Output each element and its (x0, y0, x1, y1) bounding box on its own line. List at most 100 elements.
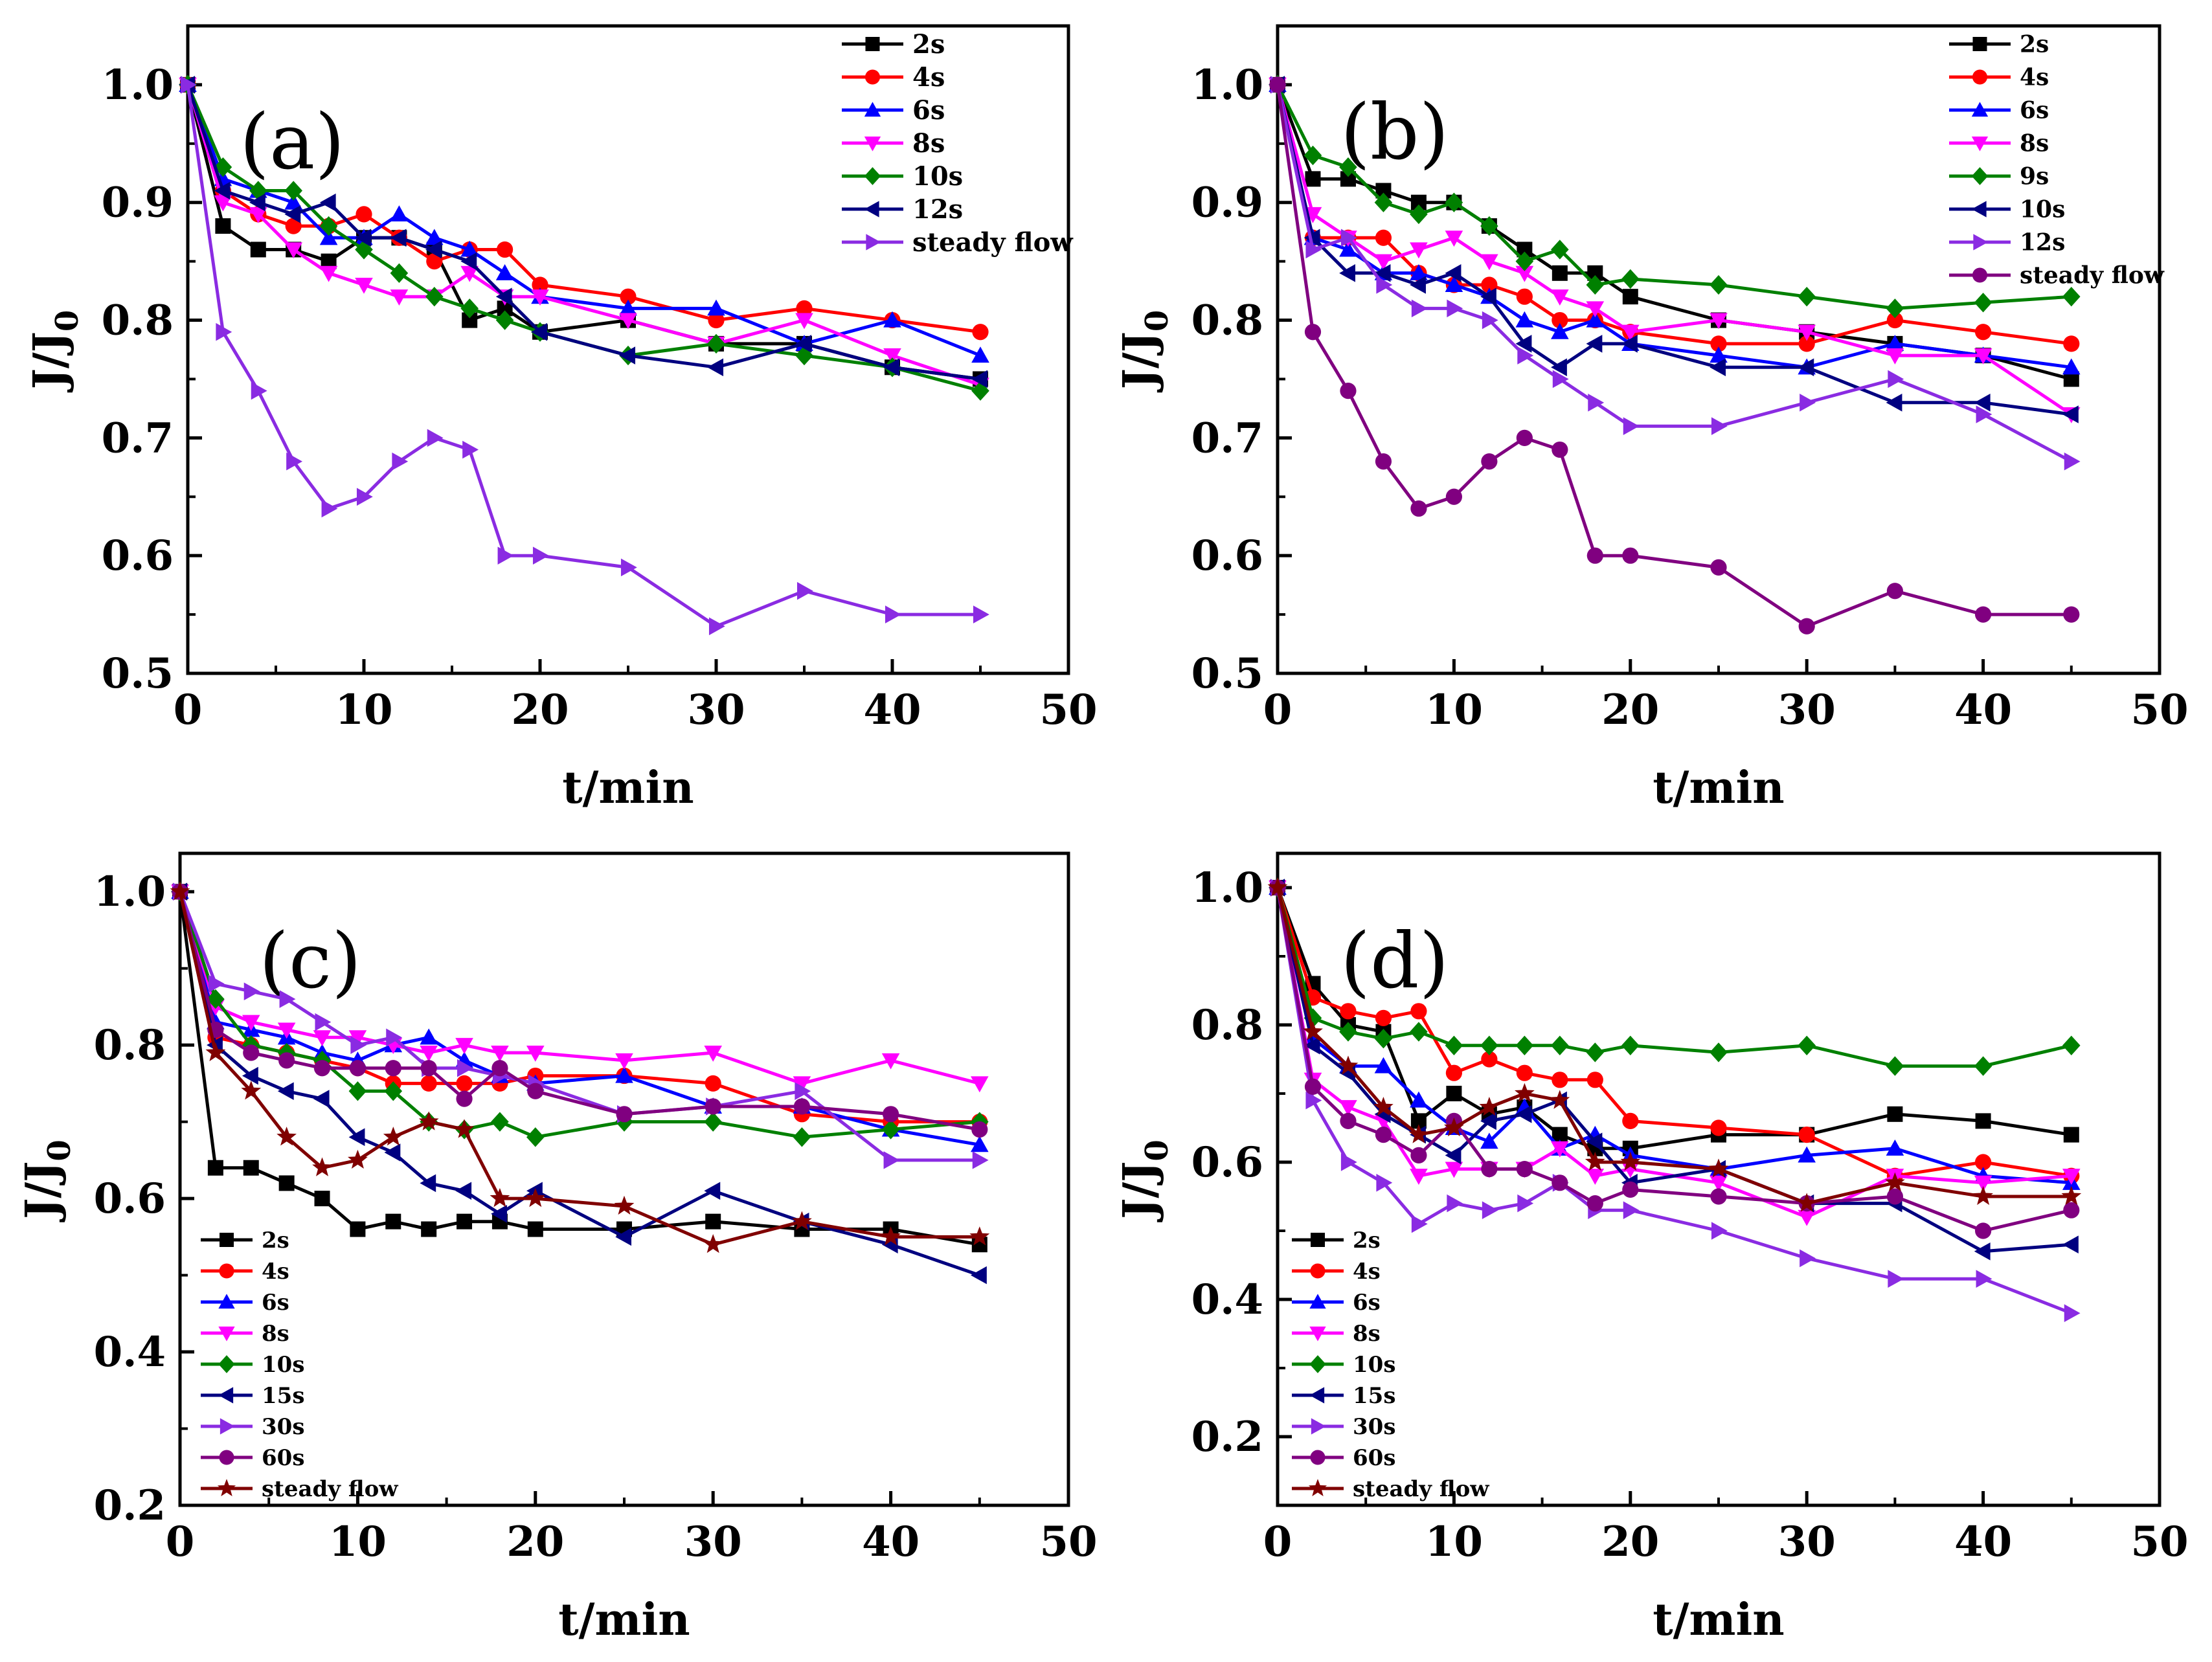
data-point (881, 1226, 901, 1246)
y-axis-title: J/J0 (16, 1140, 78, 1222)
data-point (1886, 1140, 1904, 1156)
data-point (2062, 405, 2079, 423)
legend-marker (218, 1387, 234, 1404)
legend-label: 8s (912, 128, 945, 159)
data-point (1976, 405, 1992, 423)
data-point (1888, 1270, 1904, 1288)
data-point (1410, 1147, 1427, 1163)
legend-label: 30s (262, 1414, 304, 1440)
data-point (703, 1234, 723, 1253)
data-point (1710, 1119, 1727, 1136)
data-point (1373, 1097, 1394, 1116)
data-point (1517, 346, 1534, 365)
data-point (1975, 1113, 1991, 1129)
data-point (460, 298, 479, 319)
data-point (1411, 1215, 1428, 1233)
data-point (1586, 311, 1605, 328)
legend-marker (864, 69, 881, 85)
data-point (1340, 1003, 1357, 1020)
data-point (616, 1106, 633, 1123)
series-line (1276, 887, 2072, 1178)
panel-label: (d) (1340, 916, 1449, 1005)
data-point (1482, 1201, 1498, 1219)
legend-label: 2s (912, 29, 945, 60)
data-point (214, 157, 232, 177)
x-tick-label: 40 (1954, 686, 2012, 734)
chart-panel-a: 0 10 20 30 40 500.50.60.70.80.91.0t/minJ/J0(a… (24, 24, 1098, 814)
data-point (355, 229, 372, 247)
data-point (279, 990, 296, 1008)
data-point (1710, 275, 1728, 295)
data-point (1304, 1078, 1322, 1095)
data-point (1974, 1242, 1991, 1261)
data-point (312, 1157, 332, 1176)
y-tick-label: 0.9 (1191, 179, 1263, 227)
legend-marker (217, 1479, 236, 1496)
chart-panel-d: 0 10 20 30 40 500.20.40.60.81.0t/minJ/J0(d)2s… (1114, 851, 2189, 1646)
data-point (881, 1053, 900, 1070)
data-point (1515, 265, 1534, 282)
data-point (1516, 288, 1533, 305)
data-point (1445, 264, 1462, 282)
data-point (313, 1090, 330, 1108)
legend-label: 6s (912, 95, 945, 126)
data-point (1588, 394, 1605, 412)
data-point (383, 1127, 403, 1146)
data-point (2061, 1185, 2082, 1206)
data-point (456, 1090, 473, 1107)
data-point (971, 370, 988, 388)
data-point (1622, 1181, 1639, 1198)
panel-label: (b) (1340, 87, 1449, 177)
chart-panel-c: 0 10 20 30 40 500.20.40.60.81.0t/minJ/J0(c)2s… (16, 851, 1098, 1646)
data-point (348, 1030, 367, 1047)
legend: 2s 4s 6s 8s 9s 10s 12s steady flow (1949, 31, 2165, 289)
series-line (178, 891, 980, 1277)
data-point (420, 1028, 438, 1045)
data-point (1267, 877, 1288, 897)
data-point (1886, 298, 1904, 319)
data-point (1886, 348, 1904, 365)
data-point (491, 1112, 509, 1132)
data-point (1886, 394, 1902, 412)
series-line (1276, 84, 2073, 416)
legend-label: 60s (1353, 1445, 1395, 1471)
data-point (704, 1112, 722, 1132)
data-point (1586, 1072, 1603, 1088)
data-point (1552, 311, 1568, 329)
data-point (527, 1083, 544, 1099)
data-point (384, 1081, 403, 1101)
legend-label: 6s (2020, 97, 2049, 124)
data-point (1481, 276, 1498, 293)
series-line (186, 84, 981, 387)
data-point (1621, 324, 1640, 341)
data-point (1375, 1127, 1392, 1143)
legend-marker (866, 234, 881, 251)
x-tick-label: 30 (684, 1518, 742, 1566)
data-point (1586, 335, 1603, 353)
data-point (284, 205, 301, 223)
data-point (796, 300, 813, 317)
y-tick-label: 0.8 (1191, 297, 1263, 345)
data-point (972, 324, 989, 341)
x-tick-label: 10 (335, 686, 392, 734)
data-point (420, 1045, 438, 1062)
data-point (704, 1045, 722, 1062)
data-point (241, 1081, 262, 1100)
data-point (1480, 1035, 1498, 1055)
series-line (1276, 84, 2072, 463)
data-point (455, 1038, 473, 1054)
data-point (885, 605, 901, 623)
data-point (1975, 324, 1992, 341)
series-line (1276, 84, 2072, 346)
series-line (1276, 84, 2071, 310)
y-axis-title-subscript: 0 (1139, 310, 1175, 331)
data-point (1480, 1112, 1496, 1130)
panels-layer: 0 10 20 30 40 500.50.60.70.80.91.0t/minJ/J0(a… (16, 24, 2189, 1646)
data-point (495, 264, 514, 280)
series-steady-flow (1267, 877, 2082, 1212)
x-tick-label: 20 (511, 686, 569, 734)
data-point (348, 1081, 367, 1101)
data-point (1516, 1161, 1533, 1178)
data-point (1623, 417, 1640, 435)
